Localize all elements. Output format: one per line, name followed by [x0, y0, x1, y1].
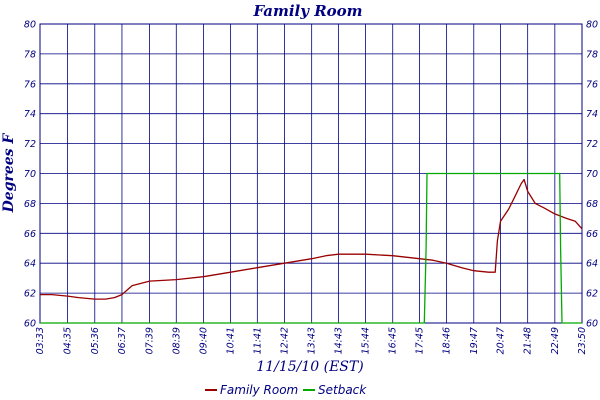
x-tick-label: 07:39	[145, 327, 156, 354]
x-tick-label: 08:39	[171, 327, 182, 354]
x-tick-label: 06:37	[117, 327, 128, 354]
x-axis: 03:33 04:35 05:36 06:37 07:39 08:39 09:40 10:41…	[35, 327, 588, 354]
x-tick-label: 04:35	[63, 327, 74, 354]
x-tick-label: 11:41	[252, 327, 263, 354]
legend-label-setback: Setback	[318, 383, 367, 397]
y-tick-label-left: 78	[24, 49, 36, 60]
legend: Family Room Setback	[205, 383, 367, 397]
y-tick-label-right: 62	[586, 289, 598, 300]
series-line-setback	[40, 172, 582, 324]
x-axis-label: 11/15/10 (EST)	[256, 359, 363, 375]
series-line-family-room	[40, 178, 583, 300]
series-layer	[40, 172, 583, 324]
y-axis-left: 60 62 64 66 68 70 72 74 76 78 80	[24, 20, 36, 330]
y-tick-label-left: 62	[24, 289, 36, 300]
x-tick-label: 19:47	[469, 327, 480, 354]
y-tick-label-left: 76	[24, 79, 36, 90]
x-tick-label: 21:48	[523, 327, 534, 354]
y-tick-label-left: 66	[24, 229, 36, 240]
y-tick-label-left: 68	[24, 199, 36, 210]
y-tick-label-right: 80	[586, 20, 598, 31]
y-tick-label-right: 60	[586, 319, 598, 330]
y-tick-label-right: 66	[586, 229, 598, 240]
y-tick-label-right: 70	[586, 169, 598, 180]
y-tick-label-left: 70	[24, 169, 36, 180]
x-tick-label: 13:43	[307, 327, 318, 354]
x-tick-label: 12:42	[280, 327, 291, 354]
x-tick-label: 05:36	[90, 327, 101, 354]
x-tick-label: 09:40	[198, 327, 209, 354]
y-tick-label-left: 72	[24, 139, 36, 150]
y-tick-label-left: 74	[24, 109, 36, 120]
x-tick-label: 15:44	[361, 327, 372, 354]
x-tick-label: 18:46	[442, 327, 453, 354]
y-axis-right: 60 62 64 66 68 70 72 74 76 78 80	[586, 20, 598, 330]
x-tick-label: 20:47	[495, 327, 506, 354]
y-axis-label: Degrees F	[1, 133, 17, 214]
x-tick-label: 23:50	[577, 327, 588, 354]
x-tick-label: 17:45	[414, 327, 425, 354]
x-tick-label: 14:43	[333, 327, 344, 354]
y-tick-label-right: 76	[586, 79, 598, 90]
legend-label-family-room: Family Room	[220, 383, 298, 397]
chart-title: Family Room	[252, 2, 362, 20]
y-tick-label-right: 72	[586, 139, 598, 150]
y-tick-label-right: 64	[586, 259, 598, 270]
y-tick-label-left: 60	[24, 319, 36, 330]
x-tick-label: 16:45	[388, 327, 399, 354]
x-tick-label: 22:49	[550, 327, 561, 354]
y-tick-label-right: 68	[586, 199, 598, 210]
y-tick-label-right: 78	[586, 49, 598, 60]
y-tick-label-left: 64	[24, 259, 36, 270]
x-tick-label: 10:41	[226, 327, 237, 354]
x-tick-label: 03:33	[35, 327, 46, 354]
y-tick-label-left: 80	[24, 20, 36, 31]
y-tick-label-right: 74	[586, 109, 598, 120]
